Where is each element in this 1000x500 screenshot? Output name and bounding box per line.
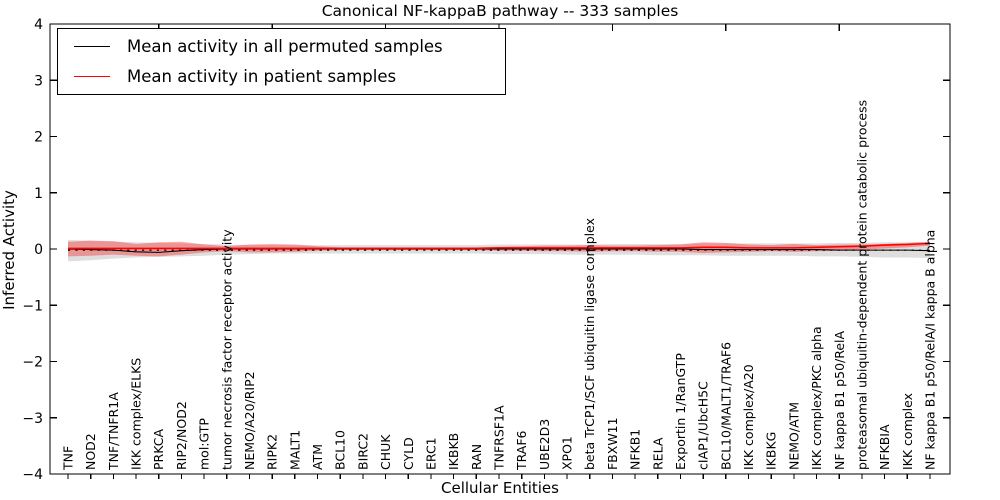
x-entity-label: mol:GTP <box>197 418 212 470</box>
x-entity-label: IKBKG <box>764 432 779 470</box>
y-axis-title: Inferred Activity <box>0 190 18 310</box>
x-entity-label: NFKBIA <box>877 424 892 470</box>
x-entity-label: TRAF6 <box>514 430 529 471</box>
x-entity-label: IKK complex/PKC alpha <box>809 326 824 470</box>
y-tick-label: 0 <box>34 242 43 258</box>
x-entity-label: TNF/TNFR1A <box>106 392 121 471</box>
patient-line-swatch <box>74 76 110 78</box>
x-entity-label: XPO1 <box>560 436 575 470</box>
legend-box: Mean activity in all permuted samples Me… <box>57 28 506 95</box>
y-tick-label: 1 <box>34 186 43 202</box>
x-entity-label: beta TrCP1/SCF ubiquitin ligase complex <box>582 218 597 470</box>
x-entity-label: cIAP1/UbcH5C <box>696 381 711 470</box>
x-entity-label: IKK complex/A20 <box>741 364 756 470</box>
permuted-line-swatch <box>74 45 110 47</box>
y-tick-label: 2 <box>34 130 43 146</box>
patient-mean-line <box>68 242 931 250</box>
y-tick-label: 4 <box>34 17 43 33</box>
y-tick-label: −1 <box>22 298 43 314</box>
x-entity-label: NF kappa B1 p50/RelA <box>832 330 847 470</box>
x-entity-label: UBE2D3 <box>537 419 552 470</box>
x-entity-label: BCL10 <box>333 430 348 470</box>
chart-title: Canonical NF-kappaB pathway -- 333 sampl… <box>322 2 679 20</box>
permuted-mean-line <box>67 248 931 253</box>
y-tick-label: −2 <box>22 355 43 371</box>
x-entity-label: ERC1 <box>423 437 438 470</box>
x-axis-title: Cellular Entities <box>441 479 559 497</box>
x-entity-label: TNFRSF1A <box>492 405 507 471</box>
legend-entry-patient: Mean activity in patient samples <box>74 62 505 92</box>
x-entity-label: NOD2 <box>83 433 98 470</box>
plot-area: −4 −3 −2 −1 0 1 2 3 4 TNF NOD2 TNF/TNFR1A IKK comple… <box>22 17 951 483</box>
x-entity-label: Exportin 1/RanGTP <box>673 353 688 470</box>
x-entity-label: tumor necrosis factor receptor activity <box>219 229 234 470</box>
x-entity-label: NEMO/A20/RIP2 <box>242 371 257 470</box>
x-entity-label: RAN <box>469 444 484 470</box>
x-entity-label: MALT1 <box>287 430 302 470</box>
y-tick-label: 3 <box>34 73 43 89</box>
x-entity-label: ATM <box>310 444 325 470</box>
x-entity-label: RIPK2 <box>265 434 280 470</box>
x-entity-label: IKK complex/ELKS <box>129 358 144 470</box>
x-entity-label: CYLD <box>401 437 416 470</box>
x-entity-label: NF kappa B1 p50/RelA/I kappa B alpha <box>923 230 938 470</box>
x-entity-label: IKK complex <box>900 393 915 470</box>
y-tick-label: −3 <box>22 411 43 427</box>
x-entity-label: IKBKB <box>446 433 461 470</box>
x-entity-label: RELA <box>650 437 665 470</box>
legend-entry-permuted: Mean activity in all permuted samples <box>74 31 505 61</box>
x-entity-label: BCL10/MALT1/TRAF6 <box>718 342 733 470</box>
y-tick-label: −4 <box>22 467 43 483</box>
x-entity-label: proteasomal ubiquitin-dependent protein … <box>854 100 869 470</box>
x-entity-label: BIRC2 <box>355 433 370 470</box>
x-entity-label: PRKCA <box>151 429 166 470</box>
x-entity-label: RIP2/NOD2 <box>174 401 189 470</box>
legend-label-permuted: Mean activity in all permuted samples <box>127 36 443 56</box>
x-entity-label: FBXW11 <box>605 417 620 470</box>
x-entity-label: NEMO/ATM <box>786 402 801 470</box>
x-entity-label: TNF <box>61 446 76 471</box>
x-entity-label: CHUK <box>378 434 393 470</box>
legend-label-patient: Mean activity in patient samples <box>127 67 397 87</box>
x-entity-label: NFKB1 <box>628 429 643 470</box>
